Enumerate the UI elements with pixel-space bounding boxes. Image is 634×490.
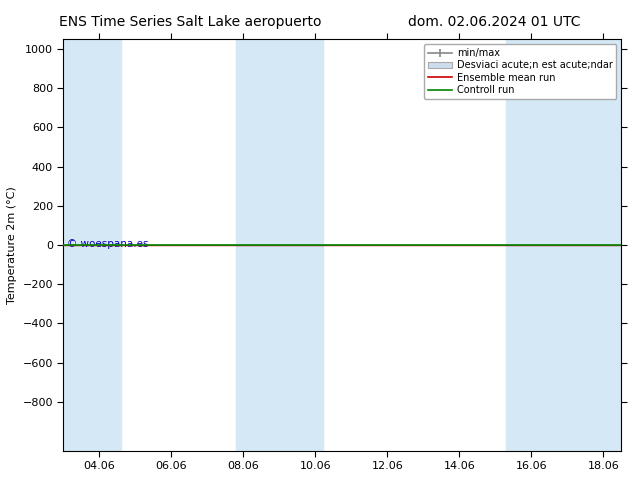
Text: ENS Time Series Salt Lake aeropuerto: ENS Time Series Salt Lake aeropuerto bbox=[59, 15, 321, 29]
Y-axis label: Temperature 2m (°C): Temperature 2m (°C) bbox=[7, 186, 17, 304]
Legend: min/max, Desviaci acute;n est acute;ndar, Ensemble mean run, Controll run: min/max, Desviaci acute;n est acute;ndar… bbox=[424, 44, 616, 99]
Bar bbox=[506, 39, 621, 451]
Bar bbox=[236, 39, 323, 451]
Text: © woespana.es: © woespana.es bbox=[67, 239, 148, 249]
Text: dom. 02.06.2024 01 UTC: dom. 02.06.2024 01 UTC bbox=[408, 15, 581, 29]
Bar bbox=[63, 39, 121, 451]
